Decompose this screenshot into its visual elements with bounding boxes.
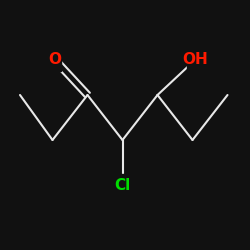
- Text: OH: OH: [182, 52, 208, 68]
- Bar: [50, 49, 60, 71]
- Bar: [114, 174, 130, 196]
- Text: Cl: Cl: [114, 178, 130, 192]
- Bar: [187, 49, 203, 71]
- Text: O: O: [48, 52, 62, 68]
